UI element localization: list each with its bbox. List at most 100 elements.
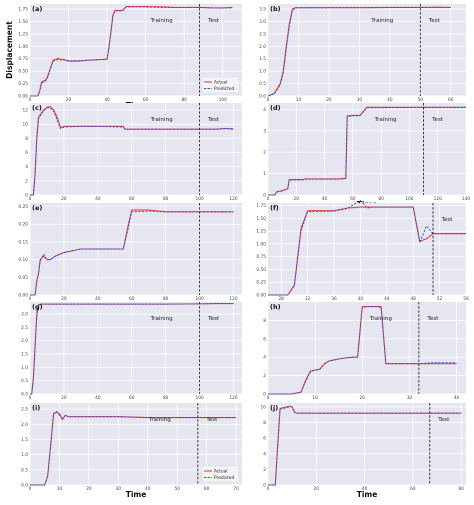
x-tick-label: 40 bbox=[95, 395, 101, 401]
x-tick-label: 40 bbox=[454, 395, 460, 401]
y-tick-label: 0 bbox=[25, 193, 28, 199]
y-tick-label: 1.25 bbox=[18, 31, 28, 37]
x-tick-label: 10 bbox=[296, 97, 302, 103]
x-tick-label: 10 bbox=[57, 486, 63, 492]
series-line-predicted bbox=[268, 306, 457, 395]
y-tick-label: 0 bbox=[263, 483, 266, 489]
plot-area bbox=[268, 203, 466, 295]
x-tick-label: 60 bbox=[129, 296, 135, 302]
x-tick-label: 80 bbox=[163, 196, 169, 202]
panel-b: 0 10 20 30 40 50 60 0.0 0.5 1.0 1.5 2.0 2.5 3.0 3.5 Tra… bbox=[259, 4, 466, 103]
y-tick-label: 0 bbox=[263, 392, 266, 398]
plot-area bbox=[268, 403, 466, 485]
series-line-predicted bbox=[30, 6, 233, 97]
y-tick-label: 2.0 bbox=[21, 338, 28, 344]
y-tick-label: 0 bbox=[263, 193, 266, 199]
x-tick-label: 80 bbox=[181, 97, 187, 103]
y-tick-label: 0.20 bbox=[18, 222, 28, 228]
y-tick-label: 0.0 bbox=[21, 392, 28, 398]
x-tick-label: 56 bbox=[463, 296, 469, 302]
y-tick-label: 4 bbox=[263, 355, 266, 361]
x-tick-label: 60 bbox=[410, 486, 416, 492]
y-tick-label: 0.75 bbox=[18, 56, 28, 62]
legend-entry: Predicted bbox=[214, 86, 234, 92]
x-tick-label: 60 bbox=[143, 97, 149, 103]
y-tick-label: 0.5 bbox=[259, 81, 266, 87]
test-label: Test bbox=[207, 18, 220, 24]
panel-label: (b) bbox=[270, 5, 281, 13]
x-tick-label: 100 bbox=[405, 196, 413, 202]
training-label: Training bbox=[370, 18, 394, 24]
panel-label: (c) bbox=[32, 104, 42, 112]
x-tick-label: 28 bbox=[278, 296, 284, 302]
y-tick-label: 2.5 bbox=[21, 325, 28, 331]
y-tick-label: 0.75 bbox=[256, 254, 266, 260]
panel-i: 0 10 20 30 40 50 60 70 0.0 0.5 1.0 1.5 2.0 2.5 Trainin… bbox=[21, 403, 242, 499]
plot-area bbox=[268, 4, 466, 96]
x-tick-label: 30 bbox=[407, 395, 413, 401]
y-tick-label: 0.0 bbox=[259, 94, 266, 100]
y-tick-label: 8 bbox=[25, 136, 28, 142]
y-tick-label: 1.5 bbox=[259, 56, 266, 62]
y-tick-label: 6 bbox=[263, 436, 266, 442]
y-tick-label: 1.50 bbox=[256, 216, 266, 222]
panel-label: (j) bbox=[270, 404, 278, 412]
x-tick-label: 10 bbox=[312, 395, 318, 401]
y-tick-label: 1.75 bbox=[256, 203, 266, 209]
y-tick-label: 0.00 bbox=[18, 293, 28, 299]
y-tick-label: 0.50 bbox=[18, 69, 28, 75]
y-tick-label: 1.0 bbox=[259, 69, 266, 75]
x-tick-label: 140 bbox=[462, 196, 470, 202]
y-tick-label: 0.00 bbox=[18, 94, 28, 100]
y-tick-label: 0.5 bbox=[21, 378, 28, 384]
x-tick-label: 0 bbox=[29, 395, 32, 401]
x-tick-label: 40 bbox=[322, 196, 328, 202]
x-tick-label: 48 bbox=[410, 296, 416, 302]
panel-e: 0 20 40 60 80 100 120 0.00 0.05 0.10 0.15 0.20 0.25 (… bbox=[18, 203, 242, 302]
x-tick-label: 20 bbox=[294, 196, 300, 202]
x-tick-label: 120 bbox=[434, 196, 442, 202]
training-label: Training bbox=[150, 18, 174, 24]
legend-entry: Actual bbox=[214, 469, 227, 475]
legend-entry: Actual bbox=[214, 80, 227, 86]
y-tick-label: 0.25 bbox=[18, 204, 28, 210]
y-tick-label: 2 bbox=[263, 373, 266, 379]
y-tick-label: 3.0 bbox=[259, 19, 266, 25]
y-tick-label: 1.5 bbox=[21, 352, 28, 358]
y-tick-label: 2.0 bbox=[259, 44, 266, 50]
x-tick-label: 80 bbox=[458, 486, 464, 492]
training-label: Training bbox=[369, 316, 393, 322]
test-label: Test bbox=[207, 117, 220, 123]
y-tick-label: 3 bbox=[263, 128, 266, 134]
test-label: Test bbox=[205, 417, 218, 423]
y-tick-label: 1.50 bbox=[18, 19, 28, 25]
y-tick-label: 0.50 bbox=[256, 267, 266, 273]
y-tick-label: 2 bbox=[25, 178, 28, 184]
x-tick-label: 100 bbox=[195, 196, 203, 202]
y-tick-label: 3.0 bbox=[21, 312, 28, 318]
y-tick-label: 4 bbox=[263, 107, 266, 113]
y-tick-label: 1.0 bbox=[21, 365, 28, 371]
x-tick-label: 0 bbox=[267, 486, 270, 492]
y-tick-label: 2.5 bbox=[259, 31, 266, 37]
x-tick-label: 70 bbox=[233, 486, 239, 492]
x-tick-label: 60 bbox=[448, 97, 454, 103]
x-tick-label: 44 bbox=[384, 296, 390, 302]
panel-c: 0 20 40 60 80 100 120 0 2 4 6 8 10 12 Training Test (c) bbox=[23, 103, 242, 202]
x-tick-label: 120 bbox=[229, 296, 237, 302]
x-tick-label: 20 bbox=[314, 486, 320, 492]
x-tick-label: 20 bbox=[61, 296, 67, 302]
panel-label: (d) bbox=[270, 104, 281, 112]
x-tick-label: 0 bbox=[29, 196, 32, 202]
y-tick-label: 2.0 bbox=[21, 422, 28, 428]
y-tick-label: 0.15 bbox=[18, 239, 28, 245]
training-label: Training bbox=[150, 117, 174, 123]
y-tick-label: 6 bbox=[25, 150, 28, 156]
panel-h: 0 10 20 30 40 0 2 4 6 8 Training Test (h) bbox=[263, 302, 466, 401]
y-tick-label: 0.00 bbox=[256, 293, 266, 299]
test-label: Test bbox=[440, 217, 453, 223]
y-tick-label: 10 bbox=[23, 122, 29, 128]
x-tick-label: 0 bbox=[267, 395, 270, 401]
